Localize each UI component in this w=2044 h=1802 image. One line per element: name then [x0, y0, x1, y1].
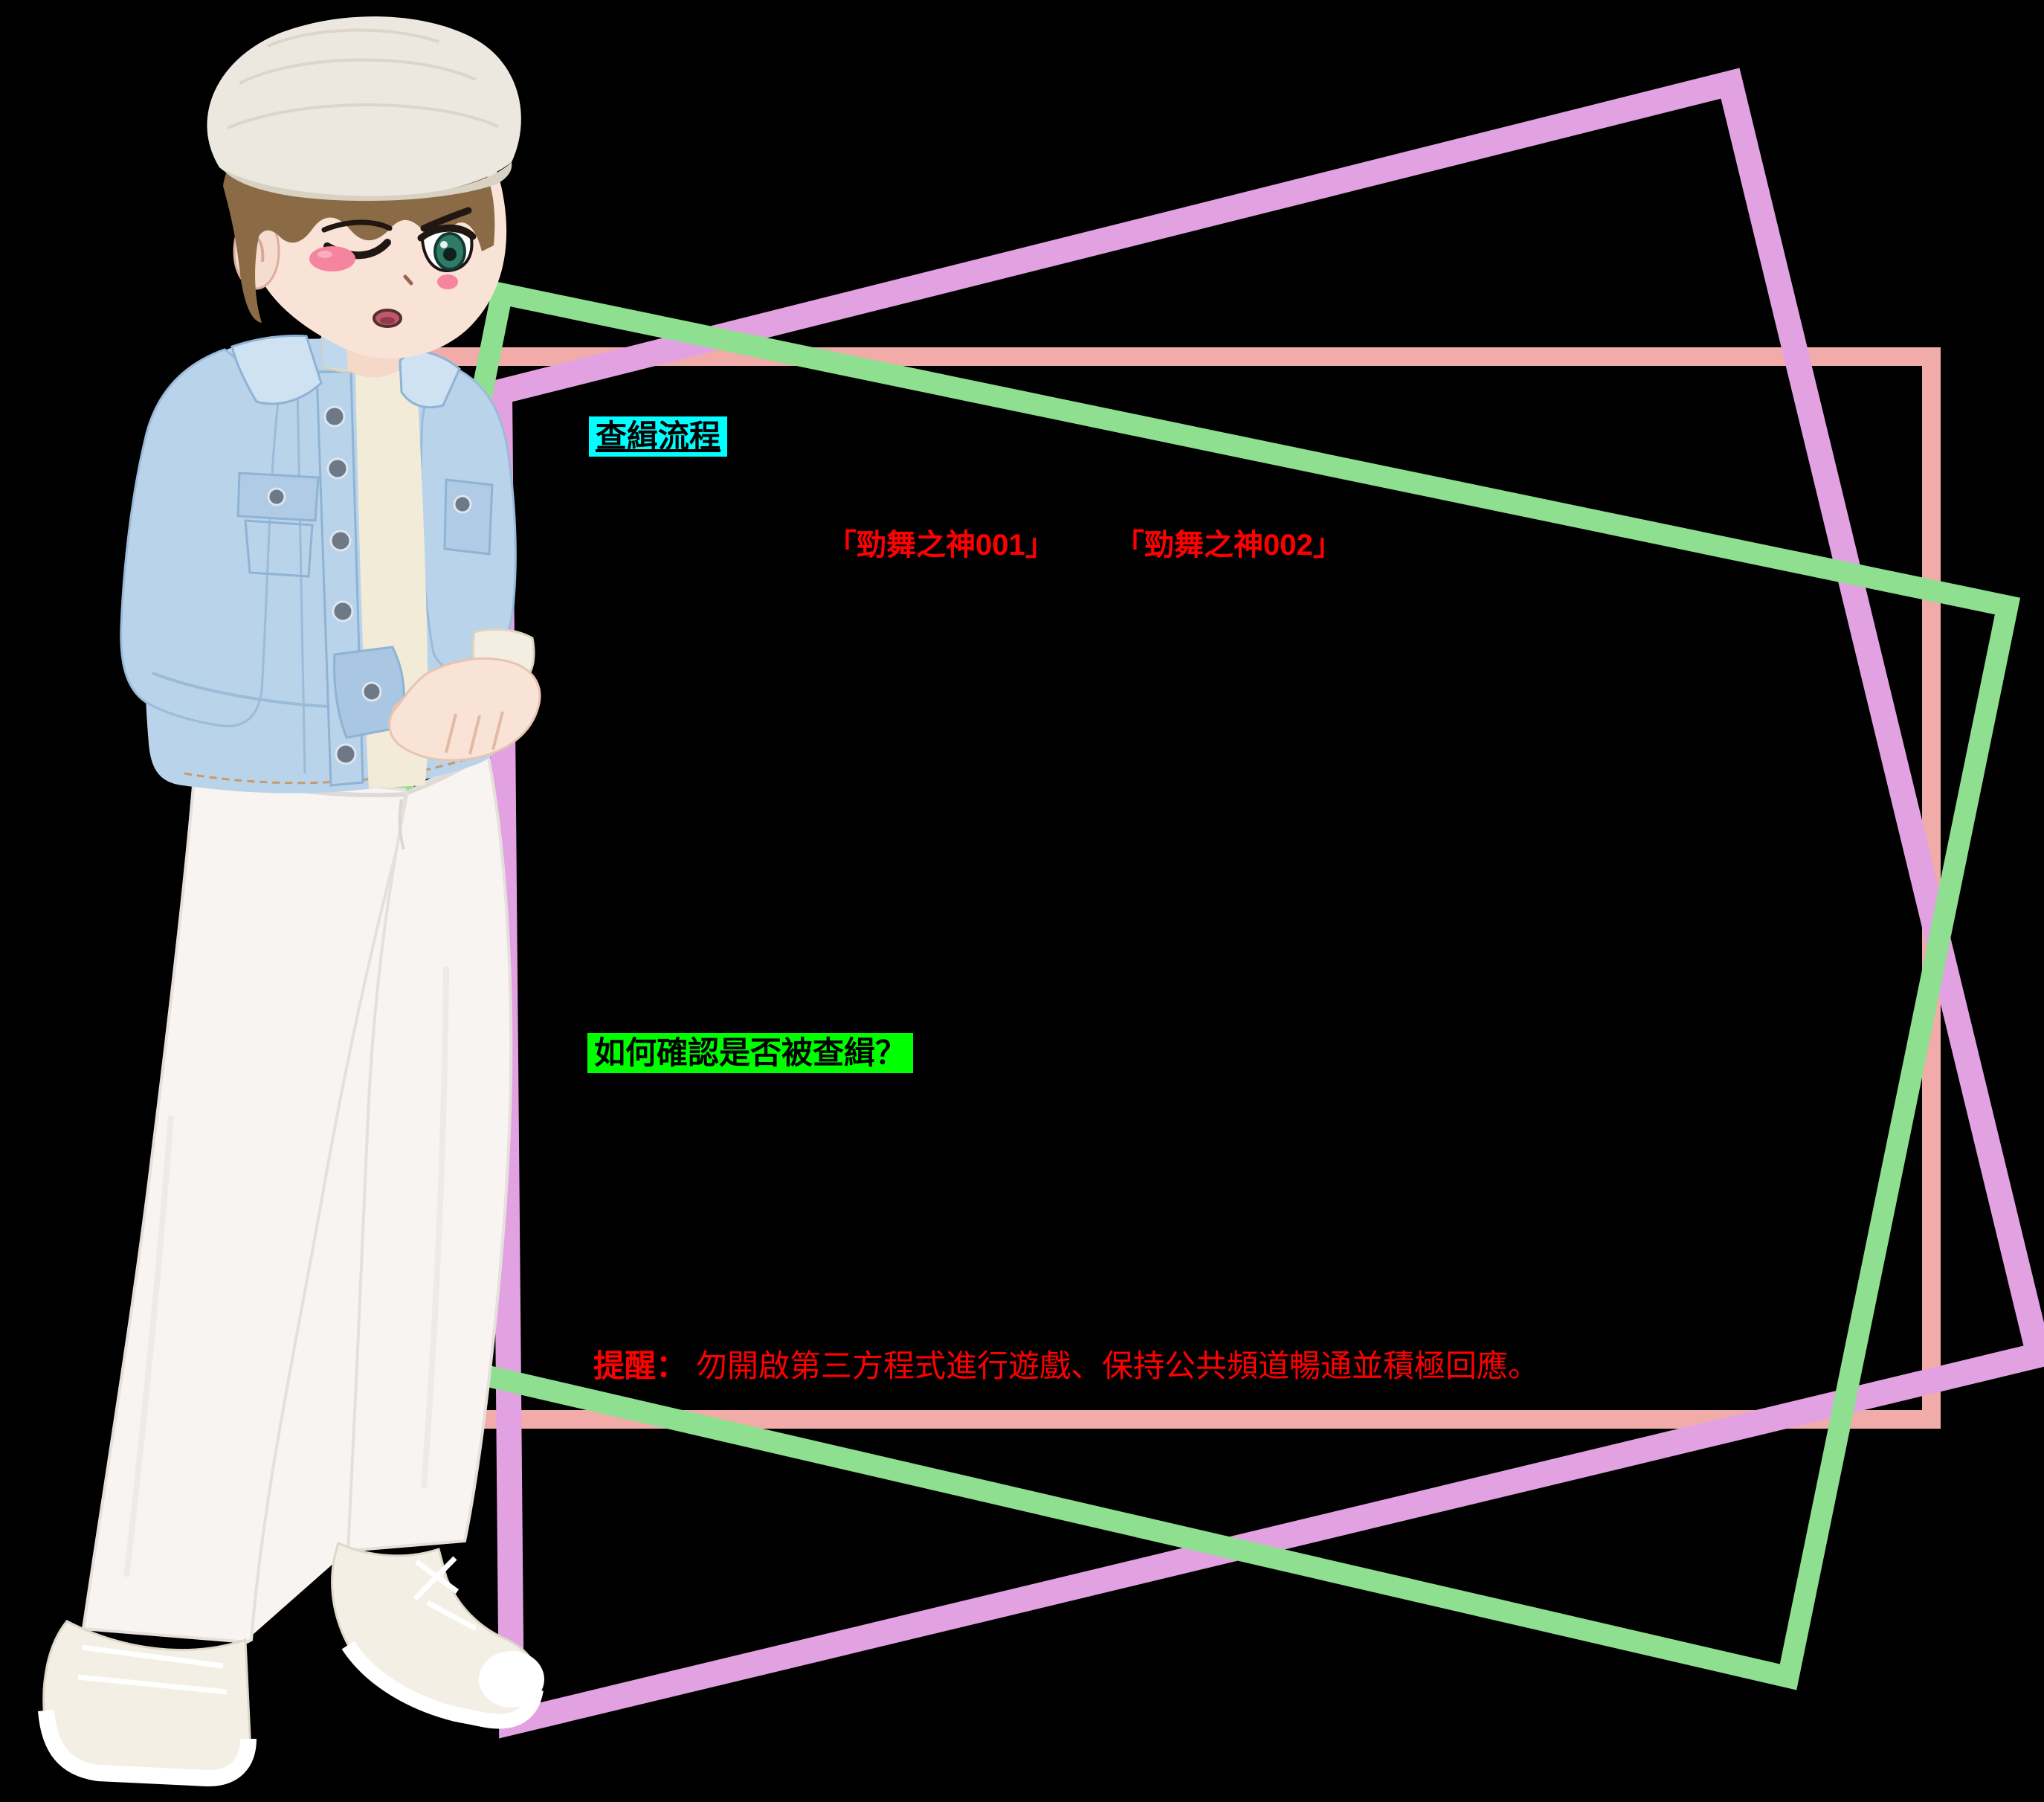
left-eyebrow	[321, 219, 393, 233]
character-illustration	[38, 16, 544, 1786]
character-beret	[207, 16, 521, 202]
character-face-features	[309, 207, 477, 328]
nose	[403, 274, 413, 286]
account-name-1: 「勁舞之神001」	[827, 529, 1055, 561]
reminder-label: 提醒：	[593, 1348, 688, 1383]
green-frame	[281, 280, 2021, 1690]
right-eyebrow	[420, 207, 472, 232]
character-right-sneaker	[331, 1541, 544, 1729]
open-green-eye	[417, 224, 477, 273]
reminder-content: 勿開啟第三方程式進行遊戲、保持公共頻道暢通並積極回應。	[696, 1348, 1540, 1383]
character-hands	[333, 628, 541, 762]
character-left-sneaker	[38, 1620, 257, 1786]
reminder-text: 提醒： 勿開啟第三方程式進行遊戲、保持公共頻道暢通並積極回應。	[593, 1348, 1539, 1385]
pink-frame	[319, 347, 1941, 1429]
right-blush	[437, 274, 458, 289]
violet-frame	[486, 68, 2044, 1739]
section-title-how-to-confirm: 如何確認是否被查緝？	[587, 1033, 914, 1073]
character-pants	[81, 747, 513, 1644]
section-title-investigation-process: 查緝流程	[589, 416, 728, 457]
mouth	[373, 309, 402, 328]
left-blush	[309, 246, 355, 271]
account-name-2: 「勁舞之神002」	[1115, 529, 1343, 561]
